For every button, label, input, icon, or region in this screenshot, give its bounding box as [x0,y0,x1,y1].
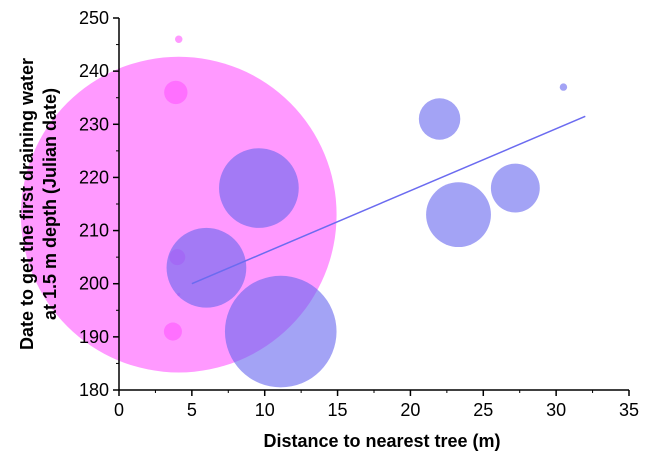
trend-line [191,115,586,285]
y-tick-label-210: 210 [79,221,109,241]
y-tick-label-250: 250 [79,8,109,28]
y-tick-label-220: 220 [79,167,109,187]
data-point-blue-3 [490,163,540,213]
y-tick-label-240: 240 [79,61,109,81]
axes: 0 5 10 15 20 25 30 35 180 190 200 210 220 230 240 250 [79,8,639,420]
x-tick-label-35: 35 [619,400,639,420]
data-point-pink-4 [163,322,182,341]
x-tick-label-25: 25 [473,400,493,420]
data-point-blue-6 [224,275,337,388]
y-tick-label-230: 230 [79,114,109,134]
x-axis-title: Distance to nearest tree (m) [263,431,500,451]
y-tick-label-190: 190 [79,327,109,347]
data-point-blue-0 [559,83,568,91]
x-tick-label-10: 10 [255,400,275,420]
data-point-blue-1 [418,98,461,140]
x-tick-label-20: 20 [400,400,420,420]
y-tick-label-180: 180 [79,380,109,400]
data-point-blue-4 [426,182,491,248]
y-axis-title-line-2: at 1.5 m depth (Julian date) [40,88,60,320]
x-tick-label-5: 5 [187,400,197,420]
x-tick-label-0: 0 [114,400,124,420]
y-axis-title-line-1: Date to get the first draining water [17,58,37,350]
data-point-blue-2 [219,148,299,228]
x-tick-label-30: 30 [546,400,566,420]
points-layer [20,35,568,388]
data-point-pink-0 [175,35,183,43]
x-tick-label-15: 15 [328,400,348,420]
data-point-blue-5 [166,227,247,308]
y-tick-label-200: 200 [79,274,109,294]
